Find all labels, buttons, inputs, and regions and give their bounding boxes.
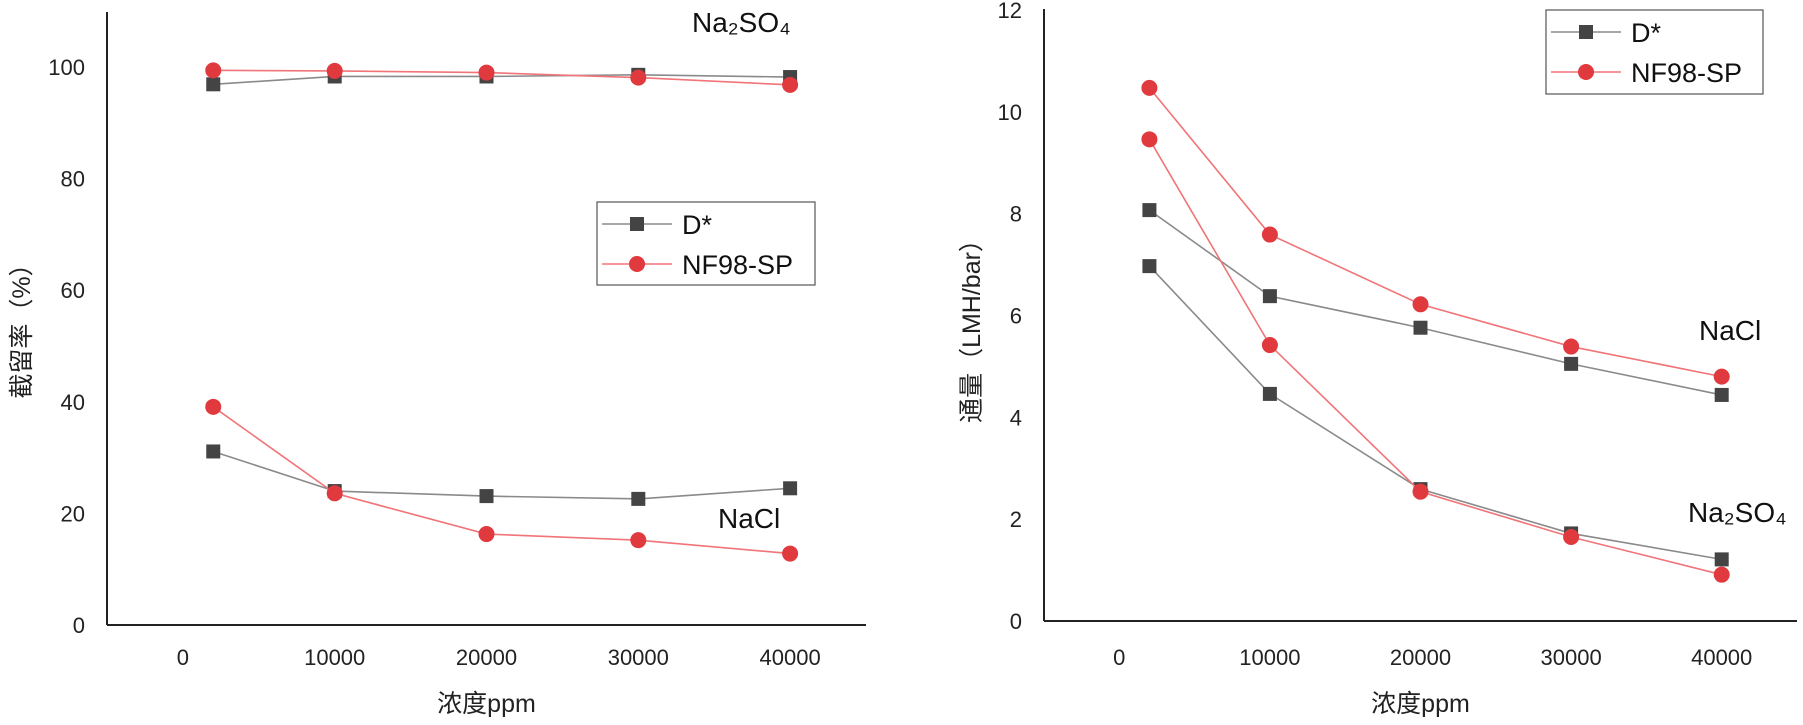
y-tick-label: 80 — [61, 167, 85, 192]
legend: D* NF98-SP — [596, 201, 816, 286]
legend-label: D* — [682, 210, 712, 240]
legend-box — [1545, 9, 1764, 95]
y-tick-label: 12 — [998, 0, 1022, 23]
x-axis-label: 浓度ppm — [437, 690, 536, 718]
y-tick-label: 100 — [48, 55, 85, 80]
circle-marker — [782, 76, 799, 93]
circle-marker — [1412, 483, 1429, 500]
circle-marker — [326, 62, 343, 79]
square-marker — [631, 491, 646, 506]
y-tick-label: 6 — [1010, 304, 1022, 329]
square-marker — [206, 444, 221, 459]
square-marker — [1714, 552, 1729, 567]
series-d-a — [1142, 203, 1729, 402]
circle-marker — [1412, 296, 1429, 313]
y-tick-label: 10 — [998, 100, 1022, 125]
series-d-b — [206, 444, 798, 506]
circle-marker — [630, 532, 647, 549]
square-marker — [479, 489, 494, 504]
x-tick-label: 10000 — [1239, 645, 1300, 670]
legend-entry: NF98-SP — [1551, 58, 1742, 88]
series-nf98sp-b — [1141, 131, 1730, 583]
legend-entry: D* — [1551, 18, 1661, 48]
x-tick-label: 40000 — [760, 645, 821, 670]
square-marker — [630, 217, 644, 231]
series-nf98sp-b — [205, 398, 799, 562]
y-tick-label: 4 — [1010, 405, 1022, 430]
x-tick-label: 10000 — [304, 645, 365, 670]
y-tick-label: 0 — [73, 613, 85, 638]
square-marker — [1564, 356, 1579, 371]
x-tick-label: 30000 — [1541, 645, 1602, 670]
legend-label: NF98-SP — [1631, 58, 1742, 88]
circle-marker — [326, 485, 343, 502]
series-nf98sp-a — [1141, 79, 1730, 385]
series-line — [1148, 87, 1722, 378]
legend-entry: NF98-SP — [602, 250, 793, 280]
series-nf98sp-a — [205, 62, 799, 93]
square-marker — [783, 481, 798, 496]
circle-marker — [1141, 79, 1158, 96]
square-marker — [1142, 259, 1157, 274]
circle-marker — [1563, 528, 1580, 545]
series-line — [213, 450, 791, 500]
chart-2: 0 2 4 6 8 10 12 0 10000 20000 30000 40000 浓度ppm 通量（LM… — [958, 0, 1797, 718]
y-tick-label: 40 — [61, 390, 85, 415]
square-marker — [1262, 289, 1277, 304]
x-axis-label: 浓度ppm — [1371, 690, 1470, 718]
circle-marker — [478, 64, 495, 81]
legend-label: D* — [1631, 18, 1661, 48]
circle-marker — [1713, 566, 1730, 583]
x-tick-label: 20000 — [456, 645, 517, 670]
x-tick-label: 0 — [177, 645, 189, 670]
square-marker — [1142, 203, 1157, 218]
annotation-label: NaCl — [718, 503, 780, 534]
circle-marker — [630, 69, 647, 86]
circle-marker — [1261, 226, 1278, 243]
series-line — [1148, 265, 1722, 561]
square-marker — [1413, 320, 1428, 335]
annotation-label: NaCl — [1699, 315, 1761, 346]
circle-marker — [205, 398, 222, 415]
legend-label: NF98-SP — [682, 250, 793, 280]
circle-marker — [1563, 338, 1580, 355]
annotation-label: Na₂SO₄ — [1688, 497, 1787, 528]
series-d-b — [1142, 259, 1729, 567]
circle-marker — [1261, 337, 1278, 354]
square-marker — [1579, 25, 1593, 39]
y-tick-label: 2 — [1010, 507, 1022, 532]
y-tick-label: 0 — [1010, 609, 1022, 634]
x-tick-label: 0 — [1113, 645, 1125, 670]
circle-marker — [782, 545, 799, 562]
x-tick-label: 20000 — [1390, 645, 1451, 670]
x-tick-label: 40000 — [1691, 645, 1752, 670]
x-tick-label: 30000 — [608, 645, 669, 670]
circle-marker — [1141, 131, 1158, 148]
circle-marker — [478, 526, 495, 543]
y-tick-label: 60 — [61, 278, 85, 303]
circle-marker — [629, 256, 645, 272]
series-line — [213, 69, 791, 86]
series-line — [213, 74, 791, 86]
circle-marker — [1578, 64, 1594, 80]
circle-marker — [205, 62, 222, 79]
y-tick-label: 20 — [61, 501, 85, 526]
legend-entry: D* — [602, 210, 712, 240]
annotation-label: Na₂SO₄ — [692, 7, 791, 38]
circle-marker — [1713, 368, 1730, 385]
square-marker — [1714, 387, 1729, 402]
series-line — [1148, 209, 1722, 396]
y-tick-label: 8 — [1010, 202, 1022, 227]
legend-box — [596, 201, 816, 286]
legend: D* NF98-SP — [1545, 9, 1764, 95]
y-axis-label: 截留率（%） — [8, 251, 36, 398]
square-marker — [1262, 386, 1277, 401]
chart-1: 0 20 40 60 80 100 0 10000 20000 30000 40000 浓度ppm 截留… — [8, 7, 866, 718]
y-axis-label: 通量（LMH/bar） — [958, 227, 986, 423]
square-marker — [206, 77, 221, 92]
